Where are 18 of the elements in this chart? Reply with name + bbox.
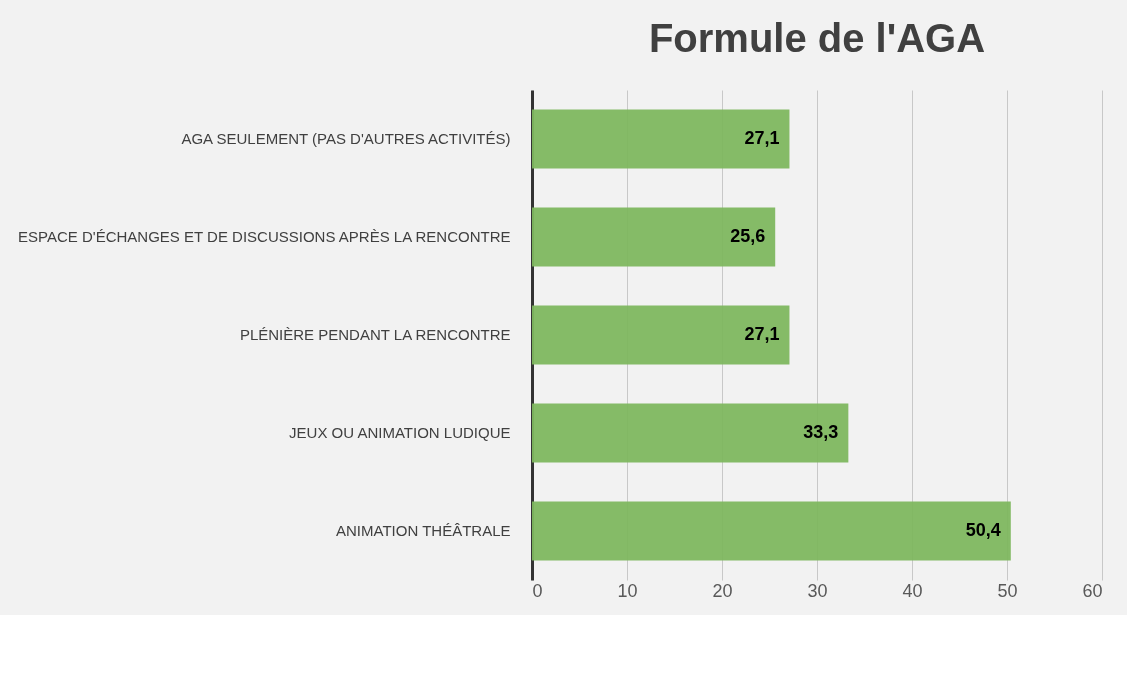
data-label: 50,4 xyxy=(965,520,1001,540)
data-label: 27,1 xyxy=(744,128,780,148)
x-tick-label: 30 xyxy=(807,580,828,601)
y-tick-label: ESPACE D'ÉCHANGES ET DE DISCUSSIONS APRÈS LA RENCONTRE xyxy=(18,228,511,245)
y-tick-label: AGA SEULEMENT (PAS D'AUTRES ACTIVITÉS) xyxy=(181,130,511,147)
data-label: 25,6 xyxy=(730,226,766,246)
x-tick-label: 40 xyxy=(902,580,923,601)
x-tick-label: 0 xyxy=(532,580,543,601)
x-tick-label: 10 xyxy=(617,580,638,601)
chart-title: Formule de l'AGA xyxy=(648,16,986,60)
x-tick-label: 60 xyxy=(1082,580,1103,601)
data-label: 33,3 xyxy=(803,422,839,442)
x-tick-label: 20 xyxy=(712,580,733,601)
x-tick-label: 50 xyxy=(997,580,1018,601)
data-label: 27,1 xyxy=(744,324,780,344)
y-tick-label: JEUX OU ANIMATION LUDIQUE xyxy=(289,424,511,441)
y-tick-label: ANIMATION THÉÂTRALE xyxy=(336,522,511,539)
y-tick-label: PLÉNIÈRE PENDANT LA RENCONTRE xyxy=(239,326,511,343)
